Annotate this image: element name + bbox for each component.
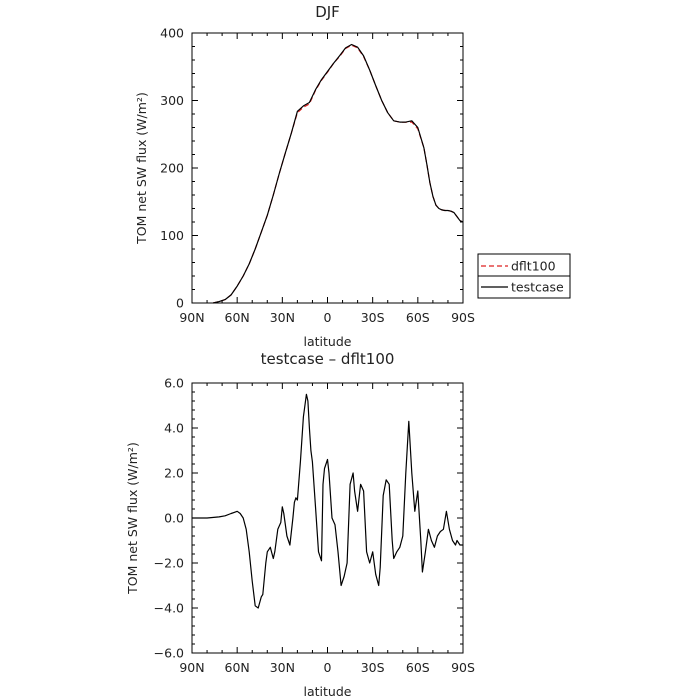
y-tick-label: 200: [160, 161, 184, 176]
chart-title: testcase – dflt100: [261, 350, 395, 368]
x-tick-label: 30N: [270, 660, 295, 675]
x-tick-label: 90S: [451, 660, 475, 675]
y-tick-label: −2.0: [154, 556, 184, 571]
x-tick-label: 0: [324, 310, 332, 325]
x-tick-label: 60S: [406, 310, 430, 325]
y-tick-label: 0: [176, 296, 184, 311]
y-axis-title: TOM net SW flux (W/m²): [125, 442, 140, 595]
x-tick-label: 60N: [225, 310, 250, 325]
y-axis-title: TOM net SW flux (W/m²): [134, 92, 149, 245]
x-tick-label: 30S: [361, 660, 385, 675]
y-tick-label: 4.0: [164, 421, 184, 436]
series-line-dflt100: [212, 44, 464, 304]
y-tick-label: 2.0: [164, 466, 184, 481]
x-tick-label: 90N: [179, 660, 204, 675]
x-tick-label: 60S: [406, 660, 430, 675]
bottom-chart-panel: testcase – dflt100 90N 60N 30N 0 30S 60S 90S −6.…: [125, 350, 475, 699]
plot-frame: [191, 382, 464, 654]
x-tick-label: 0: [324, 660, 332, 675]
x-tick-label: 90S: [451, 310, 475, 325]
y-tick-label: 300: [160, 93, 184, 108]
plot-frame: [191, 32, 464, 304]
x-tick-label: 30N: [270, 310, 295, 325]
x-tick-label: 90N: [179, 310, 204, 325]
top-chart-panel: DJF 90N 60N 30N 0 30S 60S 90S 0 100 200 300 400 latit…: [134, 3, 571, 349]
x-axis-title: latitude: [304, 684, 352, 699]
x-tick-label: 60N: [225, 660, 250, 675]
x-tick-label: 30S: [361, 310, 385, 325]
legend-label-dflt100: dflt100: [511, 259, 556, 274]
y-tick-label: 6.0: [164, 376, 184, 391]
legend: dflt100 testcase: [477, 253, 571, 299]
series-line-series-0: [192, 393, 463, 609]
y-tick-label: 100: [160, 228, 184, 243]
series-line-testcase: [212, 43, 464, 304]
legend-label-testcase: testcase: [511, 280, 564, 295]
y-tick-label: 400: [160, 26, 184, 41]
chart-title: DJF: [315, 3, 340, 21]
y-tick-label: 0.0: [164, 511, 184, 526]
x-axis-title: latitude: [304, 334, 352, 349]
y-tick-label: −6.0: [154, 646, 184, 661]
y-tick-label: −4.0: [154, 601, 184, 616]
